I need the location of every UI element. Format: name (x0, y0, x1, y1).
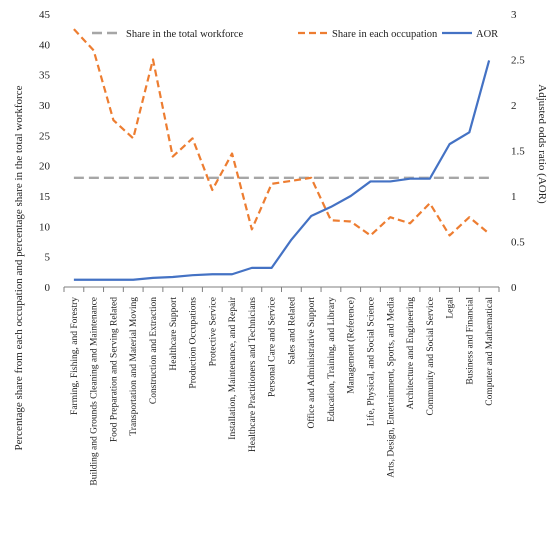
x-category-label: Business and Financial (465, 297, 475, 385)
legend: Share in the total workforce Share in eac… (92, 29, 498, 40)
category-labels: Farming, Fishing, and Forestry Building a… (70, 296, 495, 485)
x-category-label: Production Occupations (189, 297, 199, 389)
legend-entry-2: AOR (476, 29, 498, 40)
y-right-tick-label: 1 (511, 191, 517, 203)
x-category-label: Healthcare Practitioners and Technicians (248, 297, 258, 452)
series-line-2 (73, 60, 491, 281)
y-left-tick-label: 40 (39, 39, 51, 51)
y-left-tick-label: 20 (39, 161, 51, 173)
x-category-label: Protective Service (208, 297, 218, 366)
x-category-label: Life, Physical, and Social Science (365, 297, 376, 426)
y-axis-right-title: Adjusted odds ratio (AOR) (536, 84, 548, 204)
y-left-tick-label: 30 (39, 100, 51, 112)
axes (63, 286, 500, 292)
x-category-label: Farming, Fishing, and Forestry (70, 297, 80, 415)
y-left-tick-label: 15 (39, 191, 51, 203)
y-right-tick-label: 0.5 (511, 237, 525, 249)
y-left-tick-label: 35 (39, 70, 51, 82)
x-category-label: Office and Administrative Support (306, 297, 317, 429)
tick-labels: 0 5 10 15 20 25 30 35 40 45 0 0.5 1 1.5 2 2.5 3 (39, 9, 525, 294)
y-left-tick-label: 0 (45, 282, 51, 294)
x-category-label: Installation, Maintenance, and Repair (228, 296, 238, 440)
x-category-label: Computer and Mathematical (485, 297, 495, 406)
x-category-label: Building and Grounds Cleaning and Mainte… (90, 297, 100, 486)
x-category-label: Community and Social Service (426, 297, 436, 415)
x-category-label: Architecture and Engineering (406, 297, 416, 410)
y-right-tick-label: 2 (511, 100, 517, 112)
series-lines (73, 28, 491, 281)
x-category-label: Transportation and Material Moving (129, 297, 139, 436)
x-category-label: Sales and Related (287, 297, 297, 365)
y-left-tick-label: 10 (39, 221, 51, 233)
y-right-tick-label: 1.5 (511, 146, 525, 158)
x-category-label: Construction and Extraction (149, 297, 159, 404)
legend-entry-1: Share in each occupation (332, 29, 438, 40)
y-right-tick-label: 2.5 (511, 55, 525, 67)
x-category-label: Healthcare Support (169, 297, 179, 371)
x-category-label: Management (Reference) (346, 297, 357, 394)
series-line-1 (73, 28, 490, 237)
y-left-tick-label: 45 (39, 9, 51, 21)
legend-entry-0: Share in the total workforce (126, 29, 244, 40)
y-axis-left-title: Percentage share from each occupation an… (13, 85, 25, 450)
x-category-label: Education, Training, and Library (327, 297, 337, 422)
y-right-tick-label: 0 (511, 282, 517, 294)
y-left-tick-label: 25 (39, 130, 51, 142)
x-category-label: Legal (446, 297, 456, 319)
x-category-label: Personal Care and Service (268, 297, 278, 397)
x-category-label: Food Preparation and Serving Related (109, 297, 119, 442)
y-left-tick-label: 5 (45, 252, 51, 264)
y-right-tick-label: 3 (511, 9, 517, 21)
x-category-label: Arts, Design, Entertainment, Sports, and… (386, 296, 396, 478)
